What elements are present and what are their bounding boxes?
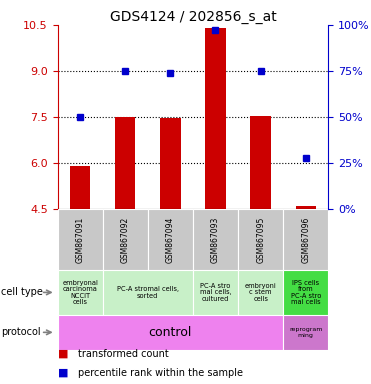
Text: PC-A stro
mal cells,
cultured: PC-A stro mal cells, cultured [200, 283, 231, 302]
Text: embryonal
carcinoma
NCCIT
cells: embryonal carcinoma NCCIT cells [62, 280, 98, 305]
Bar [193, 270, 238, 315]
Bar [238, 270, 283, 315]
Bar [103, 270, 193, 315]
Text: percentile rank within the sample: percentile rank within the sample [78, 368, 243, 378]
Text: IPS cells
from
PC-A stro
mal cells: IPS cells from PC-A stro mal cells [290, 280, 321, 305]
Bar [283, 209, 328, 270]
Text: protocol: protocol [1, 327, 40, 338]
Text: cell type: cell type [1, 287, 43, 298]
Title: GDS4124 / 202856_s_at: GDS4124 / 202856_s_at [109, 10, 276, 24]
Text: GSM867092: GSM867092 [121, 217, 130, 263]
Bar [70, 166, 90, 209]
Text: GSM867095: GSM867095 [256, 217, 265, 263]
Text: control: control [149, 326, 192, 339]
Text: reprogram
ming: reprogram ming [289, 327, 322, 338]
Bar [205, 28, 226, 209]
Text: transformed count: transformed count [78, 349, 169, 359]
Text: GSM867094: GSM867094 [166, 217, 175, 263]
Bar [193, 209, 238, 270]
Bar [148, 209, 193, 270]
Bar [58, 270, 103, 315]
Bar [250, 116, 271, 209]
Text: PC-A stromal cells,
sorted: PC-A stromal cells, sorted [117, 286, 179, 299]
Bar [296, 206, 316, 209]
Text: ■: ■ [58, 349, 68, 359]
Bar [115, 117, 135, 209]
Bar [283, 315, 328, 350]
Bar [283, 270, 328, 315]
Text: GSM867096: GSM867096 [301, 217, 310, 263]
Text: ■: ■ [58, 368, 68, 378]
Text: embryoni
c stem
cells: embryoni c stem cells [245, 283, 276, 302]
Bar [238, 209, 283, 270]
Bar [103, 209, 148, 270]
Bar [58, 315, 283, 350]
Text: GSM867093: GSM867093 [211, 217, 220, 263]
Bar [58, 209, 103, 270]
Bar [160, 118, 181, 209]
Text: GSM867091: GSM867091 [76, 217, 85, 263]
